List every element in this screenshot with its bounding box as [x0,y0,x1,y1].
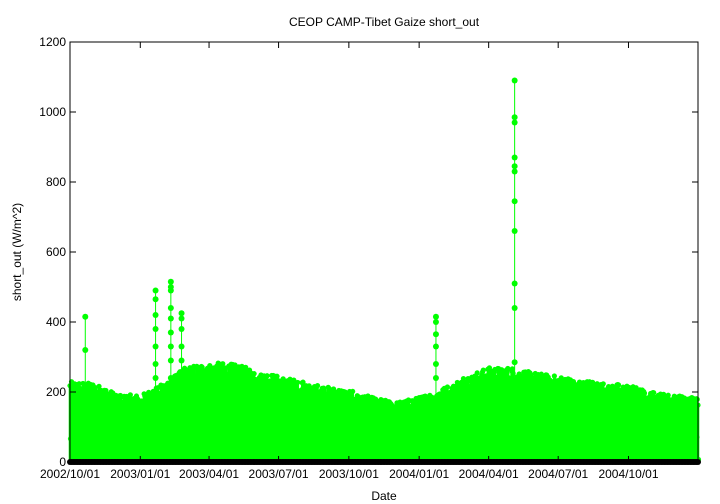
data-point [127,392,133,398]
spike-point [432,375,439,381]
x-tick-label: 2004/10/01 [598,467,658,481]
data-point [300,379,306,385]
x-axis-label: Date [371,489,397,503]
spike-point [82,313,89,320]
data-point [651,390,657,396]
spike-point [167,278,174,285]
spike-point [178,343,185,350]
spike-point [178,310,185,317]
spike-point [167,284,174,290]
data-point [274,373,280,379]
y-tick-label: 600 [46,245,66,259]
data-point [505,365,511,372]
data-point [551,373,557,379]
spike-point [82,347,89,353]
spike-point [511,114,518,121]
data-point [76,381,82,387]
chart-title: CEOP CAMP-Tibet Gaize short_out [289,15,480,29]
spike-point [178,326,185,332]
spike-point [511,198,518,205]
spike-point [511,359,518,366]
spike-point [178,375,185,381]
data-point [264,373,270,379]
spike-point [511,228,518,234]
spike-point [511,280,518,287]
spike-point [152,287,159,294]
spike-point [511,119,518,126]
spike-point [152,326,159,332]
spike-point [511,168,518,175]
x-tick-label: 2004/01/01 [389,467,449,481]
y-tick-label: 800 [46,175,66,189]
spike-point [167,305,174,311]
spike-point [167,315,174,322]
spike-point [432,313,439,320]
spike-point [167,357,174,364]
y-tick-label: 200 [46,385,66,399]
data-point [199,364,205,370]
spike-point [178,315,185,322]
data-point [665,392,671,398]
data-point [350,388,356,395]
data-point [600,381,606,387]
spike-point [511,77,518,84]
y-tick-label: 1000 [39,105,66,119]
data-point [641,390,648,396]
x-tick-label: 2002/10/01 [40,467,100,481]
spike-point [511,154,518,161]
y-tick-label: 1200 [39,35,66,49]
data-marks [67,77,702,465]
x-tick-label: 2004/07/01 [528,467,588,481]
data-point [474,370,480,376]
spike-point [167,375,174,381]
x-tick-label: 2004/04/01 [459,467,519,481]
spike-point [152,312,159,318]
x-tick-label: 2003/01/01 [110,467,170,481]
spike-point [511,305,518,311]
data-point [314,382,321,389]
x-tick-label: 2003/07/01 [249,467,309,481]
x-tick-label: 2003/04/01 [179,467,239,481]
spike-point [152,296,159,303]
spike-point [178,357,185,364]
data-point [444,384,451,390]
spike-point [167,329,174,336]
spike-point [511,163,518,170]
data-point [220,361,226,367]
data-point [480,367,486,373]
data-point [251,371,257,377]
spike-point [152,375,159,381]
y-axis-label: short_out (W/m^2) [10,203,24,301]
axes: 0 200 400 600 800 1000 1200 2002/10/01 2003/01/0… [39,35,698,481]
spike-point [167,343,174,350]
data-point [509,366,515,372]
data-point [232,362,238,368]
data-point [96,383,102,389]
spike-point [432,319,439,325]
x-tick-label: 2003/10/01 [319,467,379,481]
data-point [295,379,301,386]
y-tick-label: 0 [59,455,66,469]
spike-point [432,331,439,338]
data-point [615,382,622,388]
spike-point [432,343,439,350]
y-tick-label: 400 [46,315,66,329]
spike-point [152,343,159,350]
spike-point [432,361,439,367]
data-point [694,396,700,402]
spike-point [152,361,159,367]
